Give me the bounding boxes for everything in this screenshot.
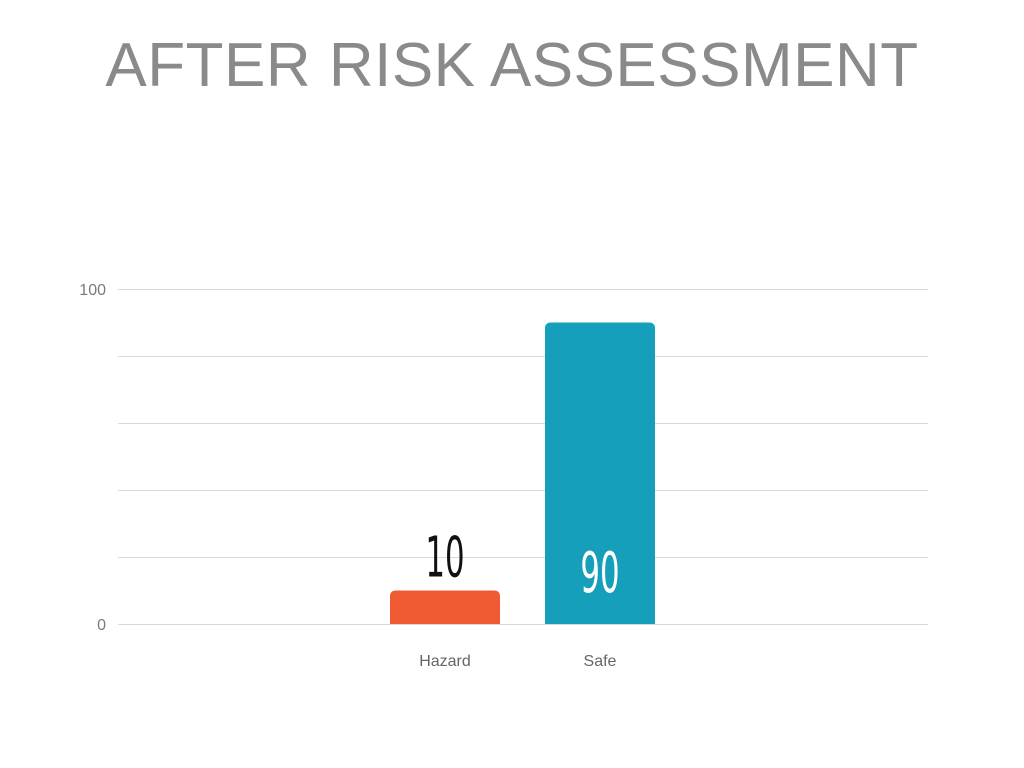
bars bbox=[390, 322, 655, 624]
y-tick-label: 0 bbox=[97, 617, 106, 634]
labels: 0 100 Hazard 10 Safe 90 bbox=[79, 282, 619, 670]
data-label: 10 bbox=[425, 524, 464, 590]
y-tick-label: 100 bbox=[79, 282, 106, 299]
data-label: 90 bbox=[580, 540, 619, 606]
bar-safe bbox=[545, 322, 655, 624]
x-tick-label: Hazard bbox=[419, 653, 471, 670]
bar-hazard bbox=[390, 590, 500, 624]
x-tick-label: Safe bbox=[584, 653, 617, 670]
page-title: AFTER RISK ASSESSMENT bbox=[105, 31, 919, 100]
gridlines bbox=[118, 289, 928, 625]
